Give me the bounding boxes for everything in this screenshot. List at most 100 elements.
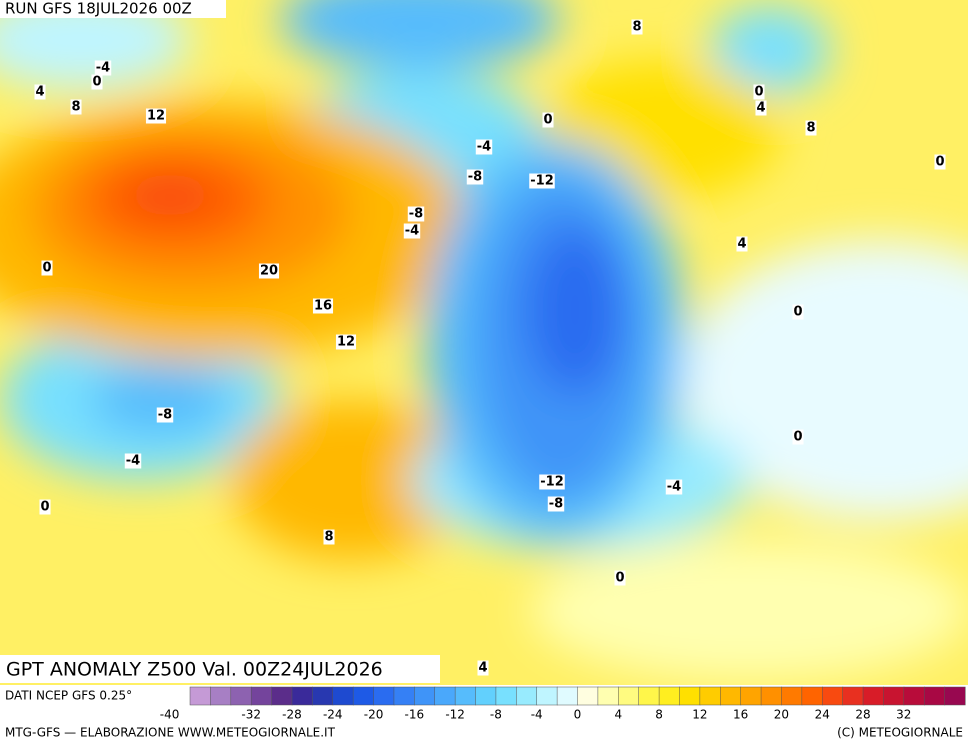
- contour-label-bg: [542, 112, 554, 128]
- colorbar-swatch: [352, 686, 375, 706]
- contour-label: 4: [35, 85, 44, 100]
- colorbar-swatch: [842, 686, 864, 706]
- field-shapes: [0, 0, 968, 680]
- colorbar-swatch: [679, 686, 701, 706]
- contour-label-bg: [529, 173, 555, 189]
- colorbar-swatch: [536, 686, 558, 706]
- contour-label-bg: [755, 100, 767, 116]
- contour-label-bg: [792, 429, 804, 445]
- colorbar-swatch: [923, 686, 946, 706]
- colorbar-swatch: [577, 686, 599, 706]
- colorbar-swatch: [414, 686, 436, 706]
- contour-label: 0: [754, 85, 763, 100]
- colorbar-swatch: [373, 686, 395, 706]
- contour-label-bg: [145, 108, 167, 124]
- contour-label: 4: [737, 237, 746, 252]
- contour-label-bg: [312, 298, 334, 314]
- contour-label: 0: [615, 571, 624, 586]
- colorbar-tick-label: 24: [815, 708, 830, 722]
- contour-label: -4: [667, 480, 681, 495]
- colorbar-swatch: [495, 686, 517, 706]
- contour-label: 8: [806, 121, 815, 136]
- contour-label-bg: [665, 479, 683, 495]
- colorbar-tick-label: 16: [733, 708, 748, 722]
- map-title: GPT ANOMALY Z500 Val. 00Z24JUL2026: [6, 659, 383, 681]
- colorbar-swatch: [189, 686, 211, 706]
- colorbar-swatch: [556, 686, 579, 706]
- contour-label: -8: [468, 170, 482, 185]
- colorbar-swatch: [720, 686, 742, 706]
- colorbar-swatch: [638, 686, 660, 706]
- colorbar-swatch: [434, 686, 456, 706]
- contour-label-bg: [124, 453, 142, 469]
- colorbar-swatch: [454, 686, 477, 706]
- contour-label-bg: [41, 260, 53, 276]
- contour-label-bg: [547, 496, 565, 512]
- contour-label-bg: [34, 84, 46, 100]
- contour-label: -4: [126, 454, 140, 469]
- colorbar-swatch: [801, 686, 823, 706]
- contour-label: 0: [793, 305, 802, 320]
- colorbar-swatch: [760, 686, 782, 706]
- colorbar-swatch: [658, 686, 681, 706]
- colorbar-tick-label: 28: [855, 708, 870, 722]
- colorbar-swatch: [618, 686, 640, 706]
- contour-label-bg: [753, 84, 765, 100]
- colorbar-tick-label: -40: [160, 708, 180, 722]
- contour-label: 16: [314, 299, 332, 314]
- colorbar-swatch: [597, 686, 619, 706]
- colorbar-swatch: [250, 686, 273, 706]
- contour-label: 0: [42, 261, 51, 276]
- contour-label: 4: [478, 661, 487, 676]
- colorbar-tick-label: -32: [241, 708, 261, 722]
- colorbar-swatch: [821, 686, 844, 706]
- colorbar-swatch: [862, 686, 884, 706]
- contour-label-bg: [614, 570, 626, 586]
- contour-label-bg: [91, 74, 103, 90]
- colorbar-tick-label: -24: [323, 708, 343, 722]
- contour-label: 8: [324, 530, 333, 545]
- colorbar-swatch: [699, 686, 721, 706]
- colorbar-swatch: [312, 686, 334, 706]
- colorbar-tick-label: 32: [896, 708, 911, 722]
- contour-label-bg: [70, 99, 82, 115]
- contour-label-bg: [477, 660, 489, 676]
- colorbar: -40 -32 -28 -24 -20 -16 -12 -8 -4 0 4 8 12 16 20 24 28 32…: [160, 686, 966, 722]
- colorbar-swatch: [291, 686, 313, 706]
- contour-label: 12: [337, 335, 355, 350]
- colorbar-tick-label: -16: [405, 708, 425, 722]
- colorbar-swatch: [740, 686, 762, 706]
- run-box: [0, 0, 226, 18]
- contour-label-bg: [539, 474, 565, 490]
- contour-label: -8: [549, 497, 563, 512]
- colorbar-tick-label: 8: [655, 708, 663, 722]
- contour-label-bg: [407, 206, 425, 222]
- colorbar-swatch: [516, 686, 538, 706]
- colorbar-tick-label: -8: [490, 708, 502, 722]
- contour-label-bg: [258, 263, 280, 279]
- contour-label: 8: [71, 100, 80, 115]
- colorbar-swatch: [883, 686, 905, 706]
- contour-label-bg: [323, 529, 335, 545]
- contour-label: 0: [935, 155, 944, 170]
- colorbar-swatch: [230, 686, 252, 706]
- colorbar-tick-label: -12: [445, 708, 465, 722]
- colorbar-tick-label: -28: [282, 708, 302, 722]
- contour-label: -12: [530, 174, 554, 189]
- contour-label-bg: [403, 223, 421, 239]
- contour-label: -4: [96, 61, 110, 76]
- contour-label: -4: [477, 140, 491, 155]
- contour-label-bg: [805, 120, 817, 136]
- contour-label: 12: [147, 109, 165, 124]
- contour-label: 4: [756, 101, 765, 116]
- colorbar-swatch: [944, 686, 966, 706]
- contour-label-bg: [792, 304, 804, 320]
- footer-right: (C) METEOGIORNALE: [837, 726, 963, 740]
- contour-label: 0: [543, 113, 552, 128]
- colorbar-tick-label: 20: [774, 708, 789, 722]
- contour-label-bg: [335, 334, 357, 350]
- contour-label-bg: [94, 60, 112, 76]
